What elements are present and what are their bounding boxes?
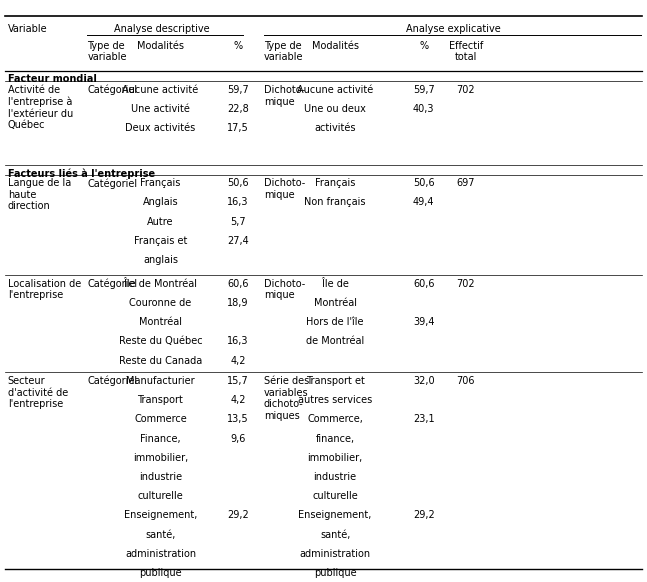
- Text: 39,4: 39,4: [413, 317, 435, 327]
- Text: 60,6: 60,6: [413, 279, 435, 289]
- Text: 49,4: 49,4: [413, 197, 435, 207]
- Text: Île de Montréal: Île de Montréal: [124, 279, 197, 289]
- Text: 23,1: 23,1: [413, 414, 435, 424]
- Text: 16,3: 16,3: [227, 197, 249, 207]
- Text: 50,6: 50,6: [227, 178, 249, 188]
- Text: immobilier,: immobilier,: [307, 453, 363, 463]
- Text: %: %: [234, 41, 243, 51]
- Text: Non français: Non français: [304, 197, 366, 207]
- Text: Facteurs liés à l'entreprise: Facteurs liés à l'entreprise: [8, 168, 155, 179]
- Text: finance,: finance,: [316, 434, 355, 443]
- Text: Deux activités: Deux activités: [126, 123, 195, 133]
- Text: 59,7: 59,7: [227, 85, 249, 95]
- Text: 15,7: 15,7: [227, 376, 249, 386]
- Text: Modalités: Modalités: [312, 41, 358, 51]
- Text: Commerce,: Commerce,: [307, 414, 363, 424]
- Text: industrie: industrie: [314, 472, 356, 482]
- Text: 697: 697: [457, 178, 475, 188]
- Text: Montréal: Montréal: [314, 298, 356, 308]
- Text: Catégoriel: Catégoriel: [87, 85, 137, 95]
- Text: 9,6: 9,6: [230, 434, 246, 443]
- Text: 706: 706: [457, 376, 475, 386]
- Text: Effectif
total: Effectif total: [449, 41, 483, 62]
- Text: Dichoto-
mique: Dichoto- mique: [264, 279, 305, 300]
- Text: Type de
variable: Type de variable: [87, 41, 127, 62]
- Text: culturelle: culturelle: [313, 491, 358, 501]
- Text: Dichoto-
mique: Dichoto- mique: [264, 85, 305, 107]
- Text: santé,: santé,: [146, 530, 175, 540]
- Text: santé,: santé,: [320, 530, 350, 540]
- Text: %: %: [419, 41, 428, 51]
- Text: Série des
variables
dichoto-
miques: Série des variables dichoto- miques: [264, 376, 309, 421]
- Text: Français: Français: [140, 178, 181, 188]
- Text: Finance,: Finance,: [140, 434, 181, 443]
- Text: autres services: autres services: [298, 395, 372, 405]
- Text: Langue de la
haute
direction: Langue de la haute direction: [8, 178, 71, 211]
- Text: 18,9: 18,9: [227, 298, 249, 308]
- Text: Transport et: Transport et: [306, 376, 364, 386]
- Text: Catégoriel: Catégoriel: [87, 178, 137, 189]
- Text: Secteur
d'activité de
l'entreprise: Secteur d'activité de l'entreprise: [8, 376, 68, 409]
- Text: 60,6: 60,6: [227, 279, 249, 289]
- Text: Catégoriel: Catégoriel: [87, 279, 137, 289]
- Text: Montréal: Montréal: [139, 317, 182, 327]
- Text: 5,7: 5,7: [230, 217, 246, 226]
- Text: Commerce: Commerce: [134, 414, 187, 424]
- Text: Reste du Canada: Reste du Canada: [119, 356, 202, 365]
- Text: Catégoriel: Catégoriel: [87, 376, 137, 386]
- Text: 22,8: 22,8: [227, 104, 249, 114]
- Text: anglais: anglais: [143, 255, 178, 265]
- Text: Reste du Québec: Reste du Québec: [118, 336, 203, 346]
- Text: Transport: Transport: [138, 395, 183, 405]
- Text: 29,2: 29,2: [413, 510, 435, 520]
- Text: Une ou deux: Une ou deux: [304, 104, 366, 114]
- Text: 13,5: 13,5: [227, 414, 249, 424]
- Text: Dichoto-
mique: Dichoto- mique: [264, 178, 305, 200]
- Text: 702: 702: [457, 85, 475, 95]
- Text: Type de
variable: Type de variable: [264, 41, 303, 62]
- Text: 4,2: 4,2: [230, 356, 246, 365]
- Text: Analyse explicative: Analyse explicative: [406, 24, 500, 34]
- Text: administration: administration: [125, 549, 196, 559]
- Text: Hors de l'île: Hors de l'île: [307, 317, 364, 327]
- Text: Couronne de: Couronne de: [129, 298, 192, 308]
- Text: Français et: Français et: [134, 236, 187, 246]
- Text: culturelle: culturelle: [138, 491, 183, 501]
- Text: Modalités: Modalités: [137, 41, 184, 51]
- Text: 4,2: 4,2: [230, 395, 246, 405]
- Text: Variable: Variable: [8, 24, 47, 34]
- Text: Une activité: Une activité: [131, 104, 190, 114]
- Text: Français: Français: [315, 178, 355, 188]
- Text: publique: publique: [139, 568, 182, 578]
- Text: Anglais: Anglais: [142, 197, 179, 207]
- Text: 16,3: 16,3: [227, 336, 249, 346]
- Text: Activité de
l'entreprise à
l'extérieur du
Québec: Activité de l'entreprise à l'extérieur d…: [8, 85, 73, 130]
- Text: publique: publique: [314, 568, 356, 578]
- Text: industrie: industrie: [139, 472, 182, 482]
- Text: Aucune activité: Aucune activité: [297, 85, 373, 95]
- Text: 17,5: 17,5: [227, 123, 249, 133]
- Text: Île de: Île de: [322, 279, 349, 289]
- Text: 702: 702: [457, 279, 475, 289]
- Text: Aucune activité: Aucune activité: [122, 85, 199, 95]
- Text: Enseignement,: Enseignement,: [298, 510, 372, 520]
- Text: Facteur mondial: Facteur mondial: [8, 74, 96, 84]
- Text: activités: activités: [314, 123, 356, 133]
- Text: Analyse descriptive: Analyse descriptive: [114, 24, 210, 34]
- Text: 59,7: 59,7: [413, 85, 435, 95]
- Text: 40,3: 40,3: [413, 104, 435, 114]
- Text: 50,6: 50,6: [413, 178, 435, 188]
- Text: immobilier,: immobilier,: [133, 453, 188, 463]
- Text: 29,2: 29,2: [227, 510, 249, 520]
- Text: de Montréal: de Montréal: [306, 336, 364, 346]
- Text: 32,0: 32,0: [413, 376, 435, 386]
- Text: Localisation de
l'entreprise: Localisation de l'entreprise: [8, 279, 81, 300]
- Text: Enseignement,: Enseignement,: [124, 510, 197, 520]
- Text: Manufacturier: Manufacturier: [126, 376, 195, 386]
- Text: Autre: Autre: [148, 217, 173, 226]
- Text: administration: administration: [300, 549, 371, 559]
- Text: 27,4: 27,4: [227, 236, 249, 246]
